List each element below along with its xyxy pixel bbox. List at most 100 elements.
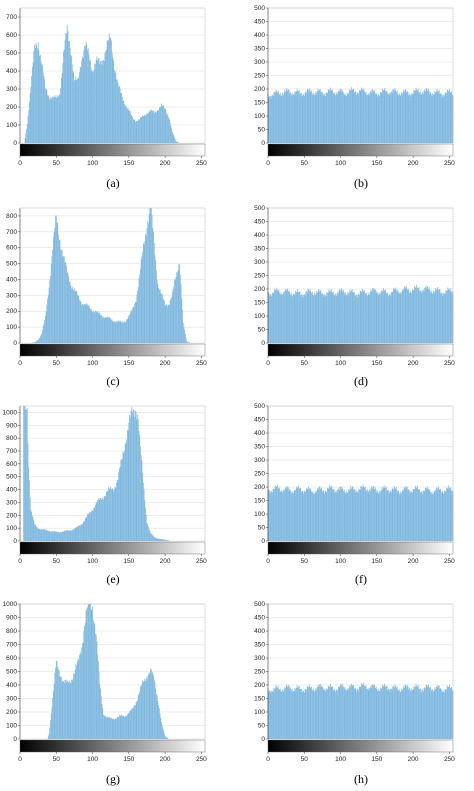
- histogram-bar: [351, 289, 353, 343]
- histogram-bar: [41, 64, 43, 143]
- histogram-bar: [280, 691, 282, 739]
- histogram-bar: [157, 538, 159, 541]
- histogram-bar: [152, 228, 154, 343]
- histogram-bar: [300, 295, 302, 343]
- histogram-bar: [31, 66, 33, 143]
- histogram-bar: [45, 529, 46, 541]
- histogram-bar: [271, 292, 273, 343]
- histogram-bar: [364, 293, 366, 343]
- histogram-bar: [375, 688, 376, 739]
- histogram-bar: [164, 108, 166, 143]
- y-tick-label: 150: [254, 300, 265, 307]
- histogram-bar: [109, 717, 111, 739]
- histogram-bar: [324, 94, 325, 143]
- histogram-bar: [113, 321, 115, 343]
- histogram-bar: [382, 288, 384, 343]
- histogram-bar: [270, 491, 272, 541]
- histogram-bar: [361, 684, 363, 739]
- histogram-bar: [311, 686, 312, 739]
- histogram-bar: [179, 264, 181, 343]
- histogram-bar: [36, 340, 38, 343]
- histogram-bar: [333, 689, 335, 739]
- histogram-bar: [382, 487, 384, 541]
- histogram-bar: [93, 69, 95, 143]
- histogram-bar: [364, 487, 365, 541]
- histogram-bar: [311, 93, 313, 143]
- histogram-bar: [451, 491, 453, 541]
- histogram-bar: [416, 89, 418, 143]
- y-tick-label: 450: [254, 219, 265, 226]
- histogram-bar: [53, 96, 54, 143]
- histogram-bar: [335, 295, 337, 343]
- histogram-bar: [324, 294, 325, 343]
- histogram-bar: [367, 295, 368, 343]
- histogram-bar: [295, 91, 296, 143]
- histogram-bar: [321, 293, 323, 343]
- histogram-bar: [74, 288, 75, 343]
- histogram-bar: [134, 705, 136, 739]
- histogram-bar: [287, 291, 289, 343]
- histogram-bar: [145, 507, 146, 541]
- histogram-bar: [42, 330, 43, 343]
- histogram-bar: [414, 287, 416, 343]
- histogram-bar: [282, 94, 284, 143]
- y-tick-label: 350: [254, 246, 265, 253]
- histogram-bar: [351, 686, 353, 739]
- histogram-bar: [139, 119, 141, 143]
- histogram-bar: [403, 490, 405, 541]
- histogram-bar: [343, 292, 345, 343]
- histogram-bar: [42, 529, 43, 541]
- x-tick-label: 0: [266, 360, 270, 367]
- histogram-bar: [351, 90, 353, 143]
- histogram-bar: [37, 528, 39, 541]
- histogram-bar: [309, 288, 311, 343]
- histogram-bar: [49, 99, 51, 143]
- histogram-bar: [331, 686, 333, 739]
- histogram-bar: [47, 298, 48, 343]
- histogram-bar: [429, 289, 431, 343]
- histogram-bar: [385, 686, 386, 739]
- histogram-bar: [447, 90, 449, 143]
- histogram-bar: [67, 530, 69, 541]
- histogram-bar: [109, 37, 111, 143]
- y-tick-label: 250: [254, 471, 265, 478]
- histogram-bar: [274, 485, 276, 541]
- histogram-bar: [377, 293, 378, 343]
- histogram-bar: [101, 315, 103, 343]
- y-tick-label: 200: [6, 709, 17, 716]
- histogram-bar: [385, 293, 387, 343]
- histogram-bar: [398, 292, 399, 343]
- y-tick-label: 300: [254, 59, 265, 66]
- histogram-bar: [67, 681, 69, 739]
- histogram-bar: [385, 91, 387, 143]
- histogram-bar: [66, 24, 68, 143]
- histogram-bar: [71, 680, 73, 739]
- histogram-bar: [335, 690, 337, 739]
- histogram-bar: [398, 689, 400, 739]
- histogram-bar: [70, 683, 72, 739]
- histogram-bar: [329, 484, 331, 541]
- histogram-bar: [185, 337, 187, 343]
- histogram-bar: [59, 676, 61, 739]
- y-tick-label: 50: [258, 127, 266, 134]
- x-tick-label: 150: [123, 160, 134, 167]
- histogram-bar: [311, 689, 313, 739]
- histogram-bar: [114, 718, 116, 739]
- histogram-bar: [324, 689, 325, 739]
- histogram-bar: [361, 486, 362, 541]
- histogram-bar: [57, 96, 59, 143]
- histogram-bar: [40, 334, 42, 343]
- histogram-bar: [275, 89, 277, 143]
- histogram-bar: [344, 686, 346, 739]
- y-tick-label: 100: [254, 511, 265, 518]
- histogram-bar: [427, 289, 429, 343]
- histogram-bar: [285, 685, 287, 739]
- histogram-bar: [161, 725, 163, 739]
- histogram-bar: [409, 687, 410, 739]
- histogram-bar: [177, 272, 178, 343]
- histogram-bar: [412, 289, 413, 343]
- histogram-bar: [108, 487, 109, 541]
- histogram-bar: [349, 687, 351, 739]
